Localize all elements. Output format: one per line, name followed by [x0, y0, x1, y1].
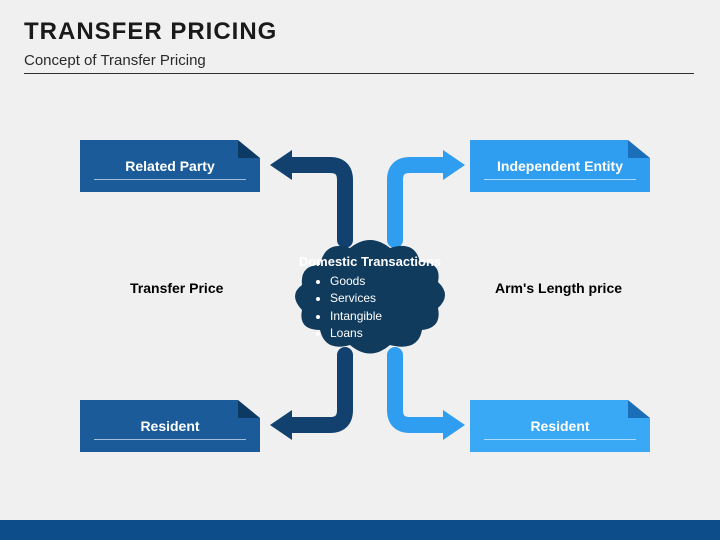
- box-resident-left: Resident: [80, 400, 260, 452]
- fold-icon: [628, 400, 650, 418]
- cloud-title: Domestic Transactions: [290, 254, 450, 269]
- box-underline: [484, 179, 636, 180]
- arrow-top-left: [270, 150, 345, 240]
- box-label: Related Party: [125, 158, 214, 174]
- fold-icon: [238, 140, 260, 158]
- box-label: Independent Entity: [497, 158, 623, 174]
- cloud-list: Goods Services Intangible Loans: [290, 273, 450, 343]
- arrow-top-right: [395, 150, 465, 240]
- label-transfer-price: Transfer Price: [130, 280, 223, 296]
- label-arms-length-price: Arm's Length price: [495, 280, 622, 296]
- box-related-party: Related Party: [80, 140, 260, 192]
- cloud-item: Services: [330, 290, 450, 307]
- cloud-item: Goods: [330, 273, 450, 290]
- footer-bar: [0, 520, 720, 540]
- box-underline: [94, 439, 246, 440]
- box-underline: [484, 439, 636, 440]
- cloud-content: Domestic Transactions Goods Services Int…: [290, 254, 450, 343]
- cloud-item: Intangible: [330, 308, 450, 325]
- box-resident-right: Resident: [470, 400, 650, 452]
- fold-icon: [628, 140, 650, 158]
- box-independent-entity: Independent Entity: [470, 140, 650, 192]
- arrow-bottom-right: [395, 355, 465, 440]
- cloud-item: Loans: [330, 325, 450, 342]
- box-label: Resident: [140, 418, 199, 434]
- cloud-domestic-transactions: Domestic Transactions Goods Services Int…: [290, 230, 450, 360]
- arrow-bottom-left: [270, 355, 345, 440]
- fold-icon: [238, 400, 260, 418]
- box-label: Resident: [530, 418, 589, 434]
- box-underline: [94, 179, 246, 180]
